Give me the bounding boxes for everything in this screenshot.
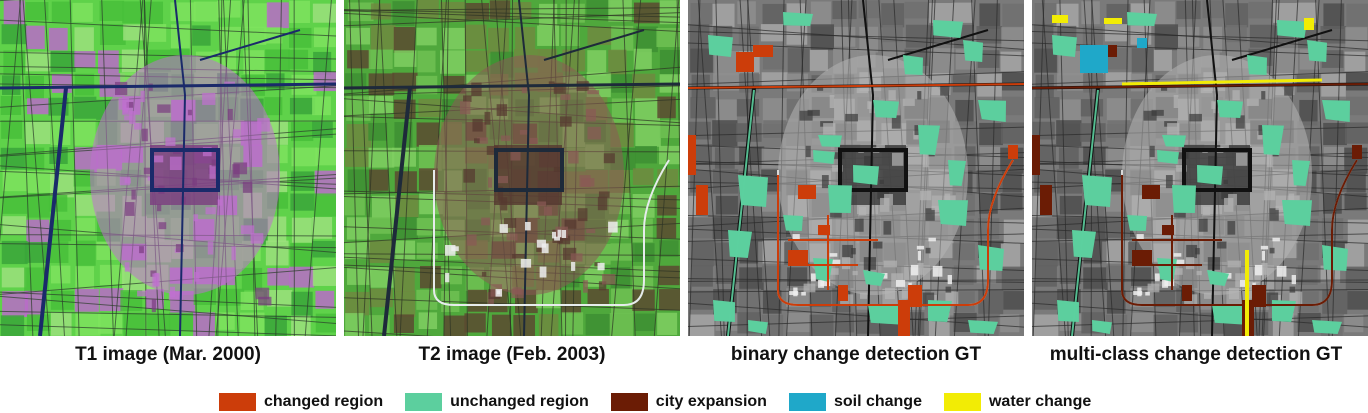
legend-item-city: city expansion bbox=[610, 393, 767, 411]
caption-binary-gt: binary change detection GT bbox=[730, 344, 982, 365]
legend-label-soil: soil change bbox=[833, 393, 922, 410]
legend-item-water: water change bbox=[943, 393, 1092, 411]
caption-t1: T1 image (Mar. 2000) bbox=[75, 344, 261, 365]
legend-swatch-unchanged bbox=[405, 393, 443, 411]
multi-class-gt-image bbox=[1032, 0, 1368, 336]
legend-label-unchanged: unchanged region bbox=[450, 393, 589, 410]
legend-label-water: water change bbox=[988, 393, 1092, 410]
t2-image bbox=[344, 0, 680, 336]
legend-swatch-changed bbox=[219, 393, 256, 411]
caption-t2: T2 image (Feb. 2003) bbox=[418, 344, 606, 365]
legend-item-changed: changed region bbox=[219, 393, 383, 411]
legend-swatch-water bbox=[943, 393, 981, 411]
legend-label-changed: changed region bbox=[264, 393, 384, 410]
t1-image bbox=[0, 0, 336, 336]
binary-gt-image bbox=[688, 0, 1024, 336]
legend-item-soil: soil change bbox=[788, 393, 922, 411]
legend-label-city: city expansion bbox=[655, 393, 767, 410]
multi-class-change-map bbox=[1032, 0, 1368, 336]
binary-change-map bbox=[688, 0, 1024, 336]
legend-item-unchanged: unchanged region bbox=[405, 393, 589, 411]
legend-swatch-soil bbox=[788, 393, 826, 411]
legend-swatch-city bbox=[610, 393, 648, 411]
t1-satellite-image bbox=[0, 0, 336, 336]
legend: changed region unchanged region city exp… bbox=[219, 391, 1091, 413]
caption-multi-class-gt: multi-class change detection GT bbox=[1049, 344, 1343, 365]
t2-satellite-image bbox=[344, 0, 680, 336]
